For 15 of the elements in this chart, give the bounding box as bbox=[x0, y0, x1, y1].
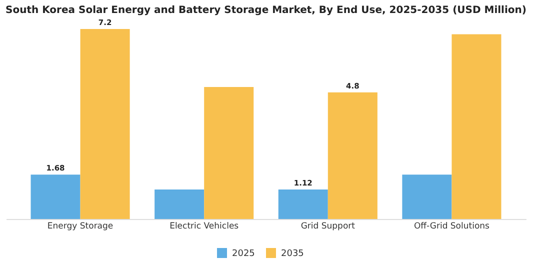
bar bbox=[154, 189, 204, 219]
bar bbox=[452, 34, 502, 219]
legend-label: 2025 bbox=[232, 249, 255, 259]
x-tick-label: Electric Vehicles bbox=[170, 222, 240, 232]
x-tick-label: Energy Storage bbox=[47, 222, 114, 232]
bar bbox=[278, 189, 328, 219]
bar bbox=[328, 92, 378, 219]
bar bbox=[30, 174, 80, 219]
bar bbox=[402, 174, 452, 219]
bar bbox=[80, 29, 130, 219]
legend-label: 2035 bbox=[281, 249, 304, 259]
bar bbox=[204, 87, 254, 219]
x-tick-label: Grid Support bbox=[300, 222, 356, 232]
x-tick-label: Off-Grid Solutions bbox=[414, 222, 490, 232]
chart-title: South Korea Solar Energy and Battery Storage Market, By End Use, 2025-2035 (USD Million) bbox=[6, 5, 526, 16]
